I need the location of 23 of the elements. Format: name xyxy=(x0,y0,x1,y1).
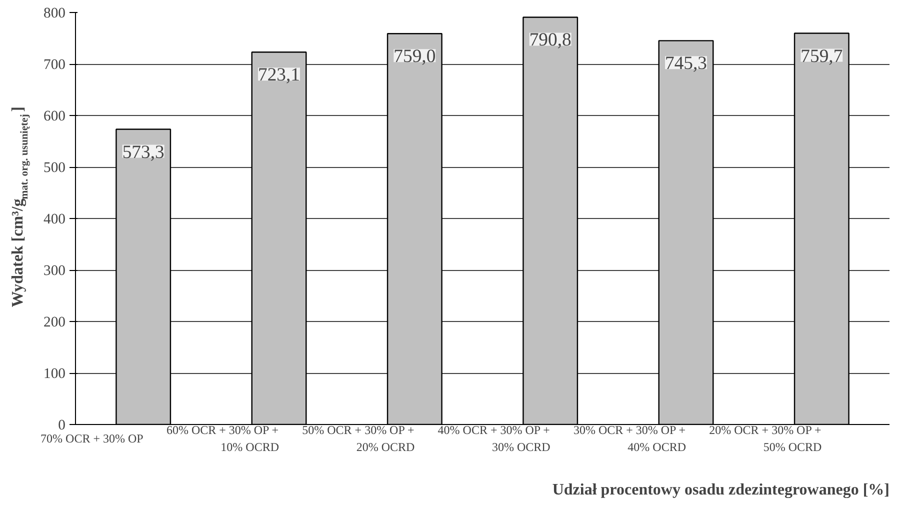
data-label: 723,1 xyxy=(258,64,300,86)
data-label: 745,3 xyxy=(665,53,707,74)
data-label: 759,7 xyxy=(800,46,843,67)
y-tick-label: 400 xyxy=(44,212,66,228)
data-label: 759,0 xyxy=(394,46,436,68)
y-tick-label: 100 xyxy=(44,366,66,382)
y-tick-label: 700 xyxy=(44,57,66,73)
y-axis-title: Wydatek [cm³/gmat. org. usuniętej] xyxy=(10,106,30,308)
y-tick-label: 600 xyxy=(44,108,66,124)
y-tick-label: 300 xyxy=(44,263,66,279)
x-axis-title: Udział procentowy osadu zdezintegrowanego [%] xyxy=(552,482,890,498)
y-tick-label: 800 xyxy=(44,6,66,22)
y-tick-label: 500 xyxy=(44,160,66,176)
x-tick-label: 60% OCR + 30% OP + 10% OCRD xyxy=(166,423,280,454)
x-tick-label: 50% OCR + 30% OP + 20% OCRD xyxy=(302,423,415,454)
data-label: 790,8 xyxy=(529,30,572,51)
y-tick-label: 200 xyxy=(44,314,66,330)
x-tick-label: 30% OCR + 30% OP + 40% OCRD xyxy=(573,423,686,454)
x-tick-label: 20% OCR + 30% OP + 50% OCRD xyxy=(709,423,822,454)
x-tick-label: 40% OCR + 30% OP + 30% OCRD xyxy=(438,423,551,454)
x-tick-label: 70% OCR + 30% OP xyxy=(40,432,144,446)
y-tick-label: 0 xyxy=(58,418,66,434)
data-label: 573,3 xyxy=(122,142,164,163)
